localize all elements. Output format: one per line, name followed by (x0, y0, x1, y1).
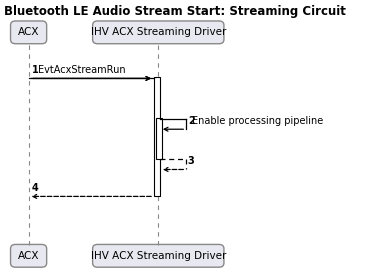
Text: Bluetooth LE Audio Stream Start: Streaming Circuit: Bluetooth LE Audio Stream Start: Streami… (4, 5, 346, 18)
Text: ACX: ACX (18, 251, 40, 261)
Text: Enable processing pipeline: Enable processing pipeline (192, 116, 323, 126)
Text: 4: 4 (32, 183, 39, 193)
Bar (156, 118, 161, 159)
Text: ACX: ACX (18, 27, 40, 37)
Text: IHV ACX Streaming Driver: IHV ACX Streaming Driver (90, 251, 226, 261)
Text: EvtAcxStreamRun: EvtAcxStreamRun (38, 65, 125, 75)
FancyBboxPatch shape (93, 21, 224, 44)
Text: 3: 3 (188, 157, 195, 167)
Bar (154, 77, 160, 196)
Text: IHV ACX Streaming Driver: IHV ACX Streaming Driver (90, 27, 226, 37)
Text: 2: 2 (188, 116, 195, 126)
FancyBboxPatch shape (93, 244, 224, 267)
FancyBboxPatch shape (11, 244, 47, 267)
FancyBboxPatch shape (11, 21, 47, 44)
Text: 1: 1 (32, 65, 39, 75)
